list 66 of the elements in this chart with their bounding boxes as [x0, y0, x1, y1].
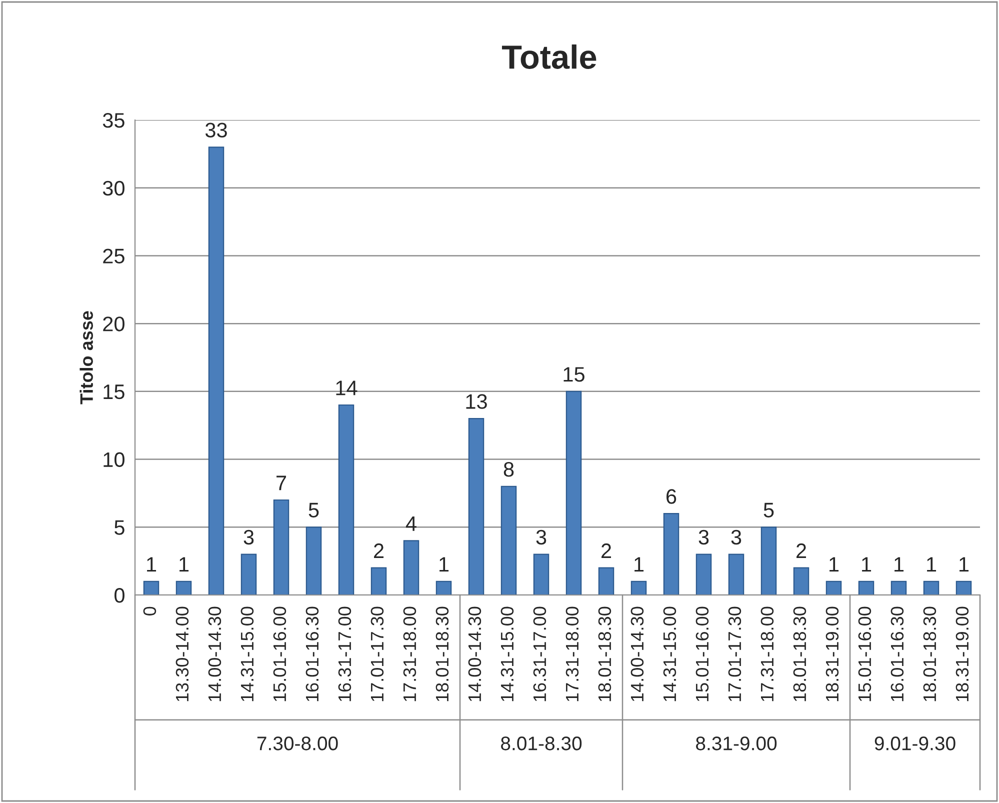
data-label: 2 — [374, 543, 384, 558]
data-label: 5 — [764, 502, 774, 518]
data-label: 3 — [244, 530, 254, 545]
data-label: 3 — [698, 530, 709, 545]
x-tick-label: 14.31-15.00 — [500, 606, 514, 702]
data-label: 1 — [830, 557, 839, 572]
x-tick-label: 14.00-14.30 — [630, 606, 644, 702]
data-label: 2 — [796, 543, 806, 558]
data-label: 7 — [276, 476, 286, 490]
data-label: 2 — [602, 543, 611, 558]
x-tick-label: 14.00-14.30 — [468, 606, 482, 702]
x-tick-label: 14.31-15.00 — [240, 606, 254, 702]
data-label: 13 — [466, 394, 487, 409]
data-label: 5 — [308, 502, 319, 518]
data-label: 1 — [894, 557, 904, 572]
data-label: 1 — [180, 557, 189, 572]
x-tick-label: 17.31-18.00 — [760, 606, 774, 702]
x-tick-label: 16.31-17.00 — [533, 606, 546, 702]
x-tick-label: 18.31-19.00 — [826, 606, 839, 702]
data-label: 14 — [336, 380, 358, 396]
x-tick-label: 15.01-16.00 — [696, 606, 709, 702]
data-label: 1 — [634, 557, 644, 572]
x-tick-label: 14.31-15.00 — [663, 606, 676, 702]
data-label: 1 — [862, 557, 872, 572]
x-tick-label: 0 — [143, 606, 156, 616]
x-tick-label: 14.00-14.30 — [208, 606, 222, 702]
data-label: 4 — [406, 516, 416, 531]
text: 8.31-9.00 — [696, 736, 777, 750]
x-tick-label: 15.01-16.00 — [273, 606, 286, 702]
x-tick-label: 13.30-14.00 — [176, 606, 189, 702]
y-tick-label: 10 — [104, 452, 124, 468]
data-label: 1 — [440, 557, 449, 572]
y-tick-label: 25 — [103, 248, 124, 264]
data-label: 1 — [927, 557, 936, 572]
x-tick-label: 16.31-17.00 — [338, 606, 352, 702]
y-tick-label: 35 — [102, 113, 124, 128]
x-tick-label: 18.01-18.30 — [793, 606, 806, 702]
x-tick-label: 18.01-18.30 — [598, 606, 612, 702]
x-tick-label: 18.31-19.00 — [956, 606, 969, 702]
x-tick-label: 16.01-16.30 — [890, 606, 904, 702]
y-tick-label: 30 — [102, 180, 124, 196]
data-label: 33 — [205, 122, 227, 138]
x-tick-label: 15.01-16.00 — [858, 606, 872, 702]
text: 9.01-9.30 — [874, 736, 956, 750]
data-label: 6 — [666, 489, 676, 504]
y-axis-title: Titolo asse — [80, 311, 93, 404]
x-tick-label: 16.01-16.30 — [306, 606, 319, 702]
x-tick-label: 17.01-17.30 — [370, 606, 384, 702]
text: 7.30-8.00 — [257, 736, 338, 750]
data-label: 1 — [147, 557, 156, 572]
y-tick-label: 0 — [114, 588, 124, 603]
chart-title: Totale — [502, 44, 596, 69]
data-label: 1 — [960, 557, 969, 572]
data-label: 3 — [731, 530, 742, 545]
x-tick-label: 17.01-17.30 — [728, 606, 742, 702]
data-label: 15 — [564, 367, 584, 382]
y-tick-label: 5 — [114, 520, 124, 535]
x-tick-label: 17.31-18.00 — [403, 606, 416, 702]
y-tick-label: 15 — [104, 384, 124, 400]
y-tick-label: 20 — [103, 316, 124, 332]
x-tick-label: 18.01-18.30 — [923, 606, 936, 702]
text: 8.01-8.30 — [501, 736, 582, 750]
x-tick-label: 18.01-18.30 — [436, 606, 449, 702]
x-tick-label: 17.31-18.00 — [566, 606, 579, 702]
data-label: 8 — [504, 462, 514, 477]
data-label: 3 — [536, 530, 546, 545]
